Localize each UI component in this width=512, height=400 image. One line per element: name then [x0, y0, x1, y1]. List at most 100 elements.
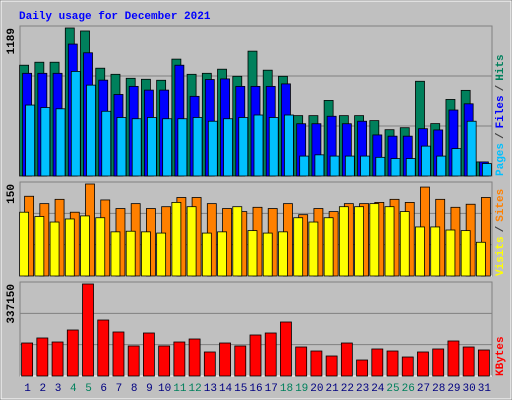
legend-separator: /: [495, 84, 507, 91]
bar: [369, 203, 380, 277]
x-tick-label: 9: [146, 383, 153, 395]
bar: [21, 342, 34, 377]
bar: [293, 217, 304, 277]
bar: [415, 226, 425, 277]
bar: [421, 145, 431, 177]
legend-entry: Visits: [495, 236, 507, 276]
bar: [295, 346, 308, 377]
x-tick-label: 3: [55, 383, 62, 395]
x-tick-label: 4: [70, 383, 77, 395]
bar: [338, 206, 349, 277]
bar: [284, 114, 294, 177]
bar: [280, 321, 292, 377]
bar: [40, 107, 51, 177]
x-tick-label: 2: [40, 383, 47, 395]
bar: [80, 215, 90, 277]
bar: [310, 350, 323, 377]
bar: [55, 108, 66, 177]
y-tick-label: 1189: [6, 28, 18, 54]
bar: [481, 163, 492, 177]
bar: [447, 340, 460, 377]
legend-entry: Hits: [495, 54, 507, 80]
bar: [125, 230, 136, 277]
x-tick-label: 25: [386, 383, 399, 395]
bar: [49, 221, 60, 277]
bar: [386, 350, 399, 377]
y-tick-label: 150: [6, 184, 18, 204]
bar: [344, 155, 355, 177]
x-tick-label: 23: [356, 383, 369, 395]
bar: [116, 117, 127, 177]
legend: Pages / Files / Hits: [495, 54, 507, 176]
bar: [477, 349, 490, 377]
bar: [375, 156, 386, 177]
bar: [162, 118, 173, 177]
bar: [70, 71, 81, 177]
bar: [171, 201, 182, 277]
bar: [34, 216, 45, 277]
bar: [430, 226, 441, 277]
bar: [156, 232, 167, 277]
bar: [82, 283, 94, 377]
bar: [371, 348, 384, 377]
bar: [177, 118, 188, 177]
x-tick-label: 22: [341, 383, 354, 395]
bar: [460, 230, 471, 277]
x-tick-label: 28: [432, 383, 445, 395]
bar: [201, 232, 212, 277]
bar: [314, 154, 325, 177]
bar: [405, 158, 416, 177]
bar: [192, 117, 203, 177]
x-tick-label: 6: [100, 383, 107, 395]
bar: [112, 331, 125, 377]
bar: [110, 231, 121, 277]
bar: [268, 117, 279, 177]
bar: [247, 230, 258, 277]
legend-entry: Files: [495, 95, 507, 128]
bar: [131, 118, 142, 177]
bar: [207, 120, 218, 177]
bar: [299, 155, 310, 177]
bar: [86, 84, 96, 177]
x-tick-label: 12: [188, 383, 201, 395]
x-tick-label: 17: [265, 383, 278, 395]
bar: [36, 337, 49, 377]
bar: [173, 341, 186, 377]
bar: [436, 155, 447, 177]
legend-separator: /: [495, 225, 507, 232]
bar: [466, 120, 477, 177]
y-tick-label: 337150: [6, 284, 18, 324]
bar: [264, 332, 277, 377]
bar: [278, 231, 288, 277]
legend: Visits / Sites: [495, 189, 507, 276]
bar: [253, 114, 264, 177]
bar: [186, 206, 197, 277]
bar: [95, 217, 106, 277]
bar: [158, 345, 171, 377]
bar: [399, 211, 410, 277]
bar: [223, 118, 233, 177]
bar: [25, 104, 36, 177]
bar: [262, 232, 273, 277]
bar: [141, 231, 151, 277]
bar: [203, 351, 216, 377]
x-tick-label: 27: [417, 383, 430, 395]
bar: [384, 206, 395, 277]
bar: [475, 241, 486, 277]
bar: [143, 332, 155, 377]
x-tick-label: 11: [173, 383, 187, 395]
x-tick-label: 10: [158, 383, 171, 395]
bar: [417, 351, 429, 377]
x-tick-label: 8: [131, 383, 138, 395]
bar: [127, 345, 140, 377]
x-tick-label: 19: [295, 383, 308, 395]
bar: [66, 329, 79, 377]
legend-entry: Pages: [495, 143, 507, 176]
x-tick-label: 18: [280, 383, 293, 395]
bar: [308, 221, 319, 277]
bar: [445, 229, 456, 277]
bar: [390, 158, 401, 177]
